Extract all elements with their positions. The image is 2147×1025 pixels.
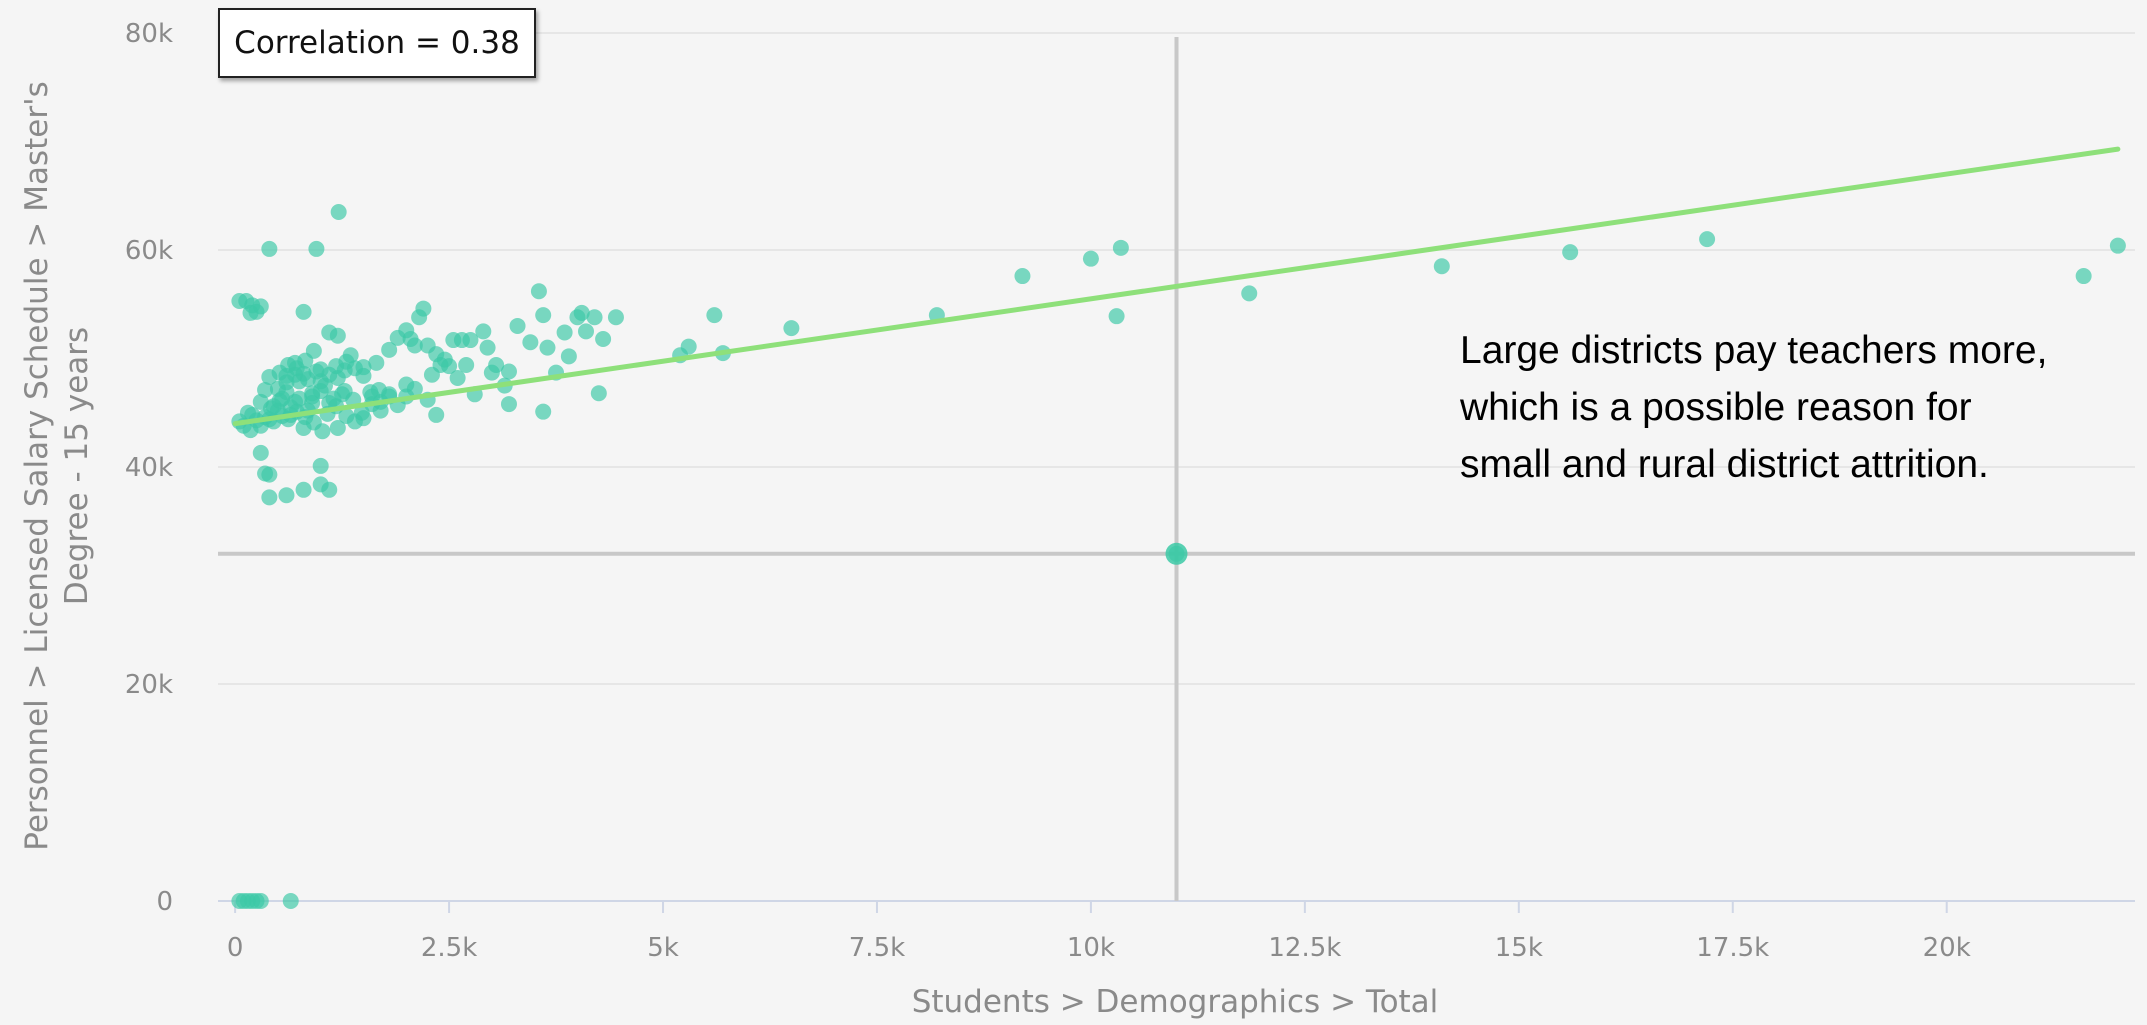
data-point [329,419,346,436]
data-point [1014,268,1031,285]
data-point [706,307,723,324]
data-point [355,367,372,384]
data-point [338,408,355,425]
tick-labels: 0 20k 40k 60k 80k 0 2.5k 5k 7.5k 10k 12.5k 15k 17.5k… [125,19,1971,963]
data-point [479,339,496,356]
data-point [483,364,500,381]
x-tick-label: 0 [227,933,244,963]
data-point [509,317,526,334]
data-point [415,300,432,317]
data-point [2075,268,2092,285]
data-point [261,489,278,506]
y-axis-title: Personnel > Licensed Salary Schedule > M… [19,81,95,851]
data-point [462,332,479,349]
x-tick-label: 5k [647,933,679,963]
x-axis-title: Students > Demographics > Total [912,984,1439,1020]
data-point [783,320,800,337]
x-tick-label: 12.5k [1268,933,1341,963]
data-point [2109,237,2126,254]
data-point [1241,285,1258,302]
data-point [1112,239,1129,256]
data-point [299,371,316,388]
y-tick-label: 20k [125,670,173,700]
data-point [295,303,312,320]
data-point [522,334,539,351]
x-tick-label: 2.5k [421,933,477,963]
data-point [372,402,389,419]
data-point [381,341,398,358]
data-point [406,380,423,397]
data-point [680,338,697,355]
y-tick-label: 40k [125,453,173,483]
data-point [1699,231,1716,248]
y-tick-label: 60k [125,236,173,266]
data-point [449,370,466,387]
data-point [406,337,423,354]
highlighted-data-point [1165,542,1188,565]
x-tick-label: 10k [1067,933,1115,963]
data-point [330,204,347,221]
data-point [577,323,594,340]
data-point [282,893,299,909]
data-point [573,304,590,321]
data-point [252,893,269,909]
data-point [428,406,445,423]
data-point [500,396,517,413]
data-point [295,481,312,498]
data-points [231,204,2126,909]
data-point [271,392,288,409]
data-point [535,307,552,324]
axes [218,900,2135,913]
data-point [535,403,552,420]
y-tick-label: 0 [156,887,173,917]
data-point [607,309,624,326]
correlation-label: Correlation = 0.38 [218,8,536,78]
data-point [1562,244,1579,261]
trend-line-group [232,146,2121,427]
data-point [1082,250,1099,267]
data-point [257,465,274,482]
data-point [248,303,265,320]
data-point [1433,258,1450,275]
data-point [370,381,387,398]
data-point [308,240,325,257]
x-tick-label: 7.5k [849,933,905,963]
trend-line [232,146,2121,427]
data-point [556,324,573,341]
chart-annotation: Large districts pay teachers more, which… [1460,329,2048,486]
y-axis-title-line-2: Degree - 15 years [59,327,95,605]
data-point [590,385,607,402]
data-point [586,309,603,326]
data-point [539,339,556,356]
data-point [530,283,547,300]
y-tick-label: 80k [125,19,173,49]
data-point [500,363,517,380]
data-point [560,348,577,365]
x-tick-label: 17.5k [1696,933,1769,963]
data-point [441,358,458,375]
data-point [329,327,346,344]
data-point [252,444,269,461]
data-point [312,373,329,390]
data-point [271,364,288,381]
data-point [312,457,329,474]
data-point [368,354,385,371]
data-point [595,330,612,347]
x-tick-label: 15k [1495,933,1543,963]
data-point [353,404,370,421]
data-point [304,394,321,411]
data-point [458,357,475,374]
y-axis-title-line-1: Personnel > Licensed Salary Schedule > M… [19,81,55,851]
data-point [314,423,331,440]
data-point [321,481,338,498]
data-point [328,358,345,375]
data-point [475,323,492,340]
data-point [278,487,295,504]
x-tick-label: 20k [1923,933,1971,963]
data-point [261,240,278,257]
data-point [1108,308,1125,325]
